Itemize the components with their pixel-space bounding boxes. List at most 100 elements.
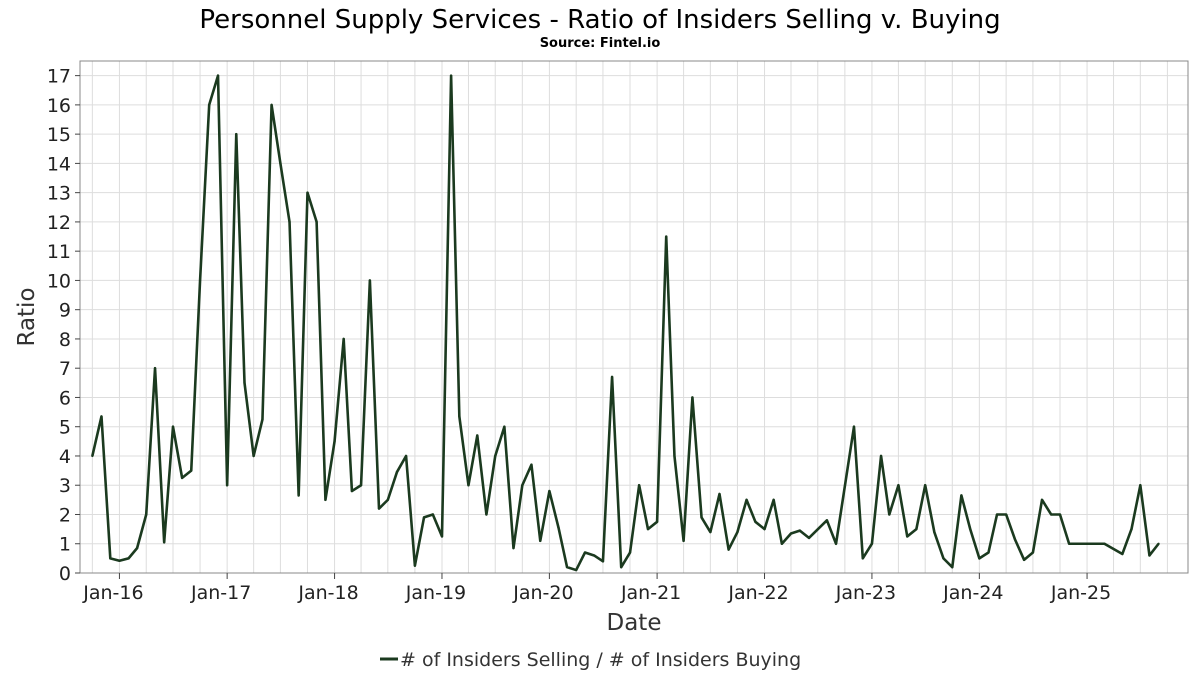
x-tick-label: Jan-21 [620,582,681,604]
y-tick-label: 3 [59,475,71,497]
data-point [1130,528,1133,531]
grid-lines [80,61,1188,574]
data-point [754,520,757,523]
y-tick-label: 7 [59,358,71,380]
data-point [673,454,676,458]
y-tick-label: 17 [47,66,71,88]
data-point [852,425,856,428]
data-point [512,547,515,550]
data-point [377,507,381,510]
y-tick-label: 6 [59,387,71,409]
y-tick-label: 13 [47,183,71,205]
data-point [342,337,345,341]
data-point [350,489,354,493]
y-tick-label: 2 [59,504,71,526]
data-point [235,133,238,136]
data-point [942,557,945,560]
data-point [565,566,569,569]
data-point [216,74,220,77]
data-point [1031,551,1035,554]
data-point [100,415,103,418]
data-point [825,519,829,522]
data-point [118,559,121,562]
y-tick-label: 5 [59,417,71,439]
data-point [593,554,596,557]
data-point [861,557,864,560]
data-point [467,484,470,487]
data-point [181,476,184,480]
y-tick-label: 10 [47,270,71,292]
legend: # of Insiders Selling / # of Insiders Bu… [380,649,801,671]
data-point [628,551,632,554]
data-point [261,418,264,421]
data-point [727,548,730,551]
series-line-0 [91,74,1160,572]
data-point [288,220,291,224]
data-point [665,235,668,238]
data-point [772,498,775,501]
y-axis-label: Ratio [14,287,40,346]
plot-area [79,60,1189,574]
data-point [476,434,479,437]
y-tick-label: 9 [59,300,71,322]
data-point [270,103,273,106]
data-point [798,529,801,532]
data-point [190,469,193,472]
data-point [368,279,371,282]
data-point [1139,484,1142,487]
data-point [583,551,587,554]
data-point [995,513,999,516]
data-point [395,470,399,474]
series-layer [91,74,1160,572]
data-point [386,498,389,501]
data-point [638,484,641,487]
data-point [333,440,336,443]
data-point [736,530,739,534]
data-point [450,74,453,77]
data-point [745,498,748,501]
data-point [163,541,166,544]
y-tick-label: 12 [47,212,71,234]
data-point [960,494,963,497]
data-point [691,396,694,399]
x-tick-label: Jan-16 [82,582,143,604]
data-point [601,560,605,563]
data-point [834,542,838,545]
data-point [539,539,542,542]
data-point [431,513,434,516]
y-tick-label: 15 [47,124,71,146]
data-point [915,528,918,531]
data-point [700,516,703,519]
data-point [610,375,614,379]
data-point [933,530,936,534]
data-point [306,191,309,194]
data-point [297,494,300,497]
data-point [709,530,712,534]
data-point [656,520,659,523]
data-point [252,454,255,458]
data-point [1005,513,1008,516]
y-tick-label: 4 [59,446,71,468]
data-point [575,568,578,572]
data-point [718,492,721,496]
y-tick-label: 1 [59,534,71,556]
x-tick-label: Jan-19 [405,582,466,604]
data-point [888,513,891,516]
x-tick-label: Jan-20 [512,582,573,604]
data-point [413,564,416,567]
chart-subtitle: Source: Fintel.io [540,36,661,51]
data-point [1121,552,1124,556]
data-point [521,484,524,487]
data-point [440,535,444,538]
data-point [557,526,560,529]
y-tick-label: 0 [59,563,71,585]
data-point [906,535,909,538]
data-point [1022,558,1026,561]
data-point [315,220,318,224]
x-axis: Jan-16 Jan-17 Jan-18 Jan-19 Jan-20 Jan-21 Jan-… [82,573,1111,604]
x-tick-label: Jan-24 [942,582,1003,604]
data-point [789,532,793,535]
data-point [987,551,990,554]
x-tick-label: Jan-23 [835,582,896,604]
